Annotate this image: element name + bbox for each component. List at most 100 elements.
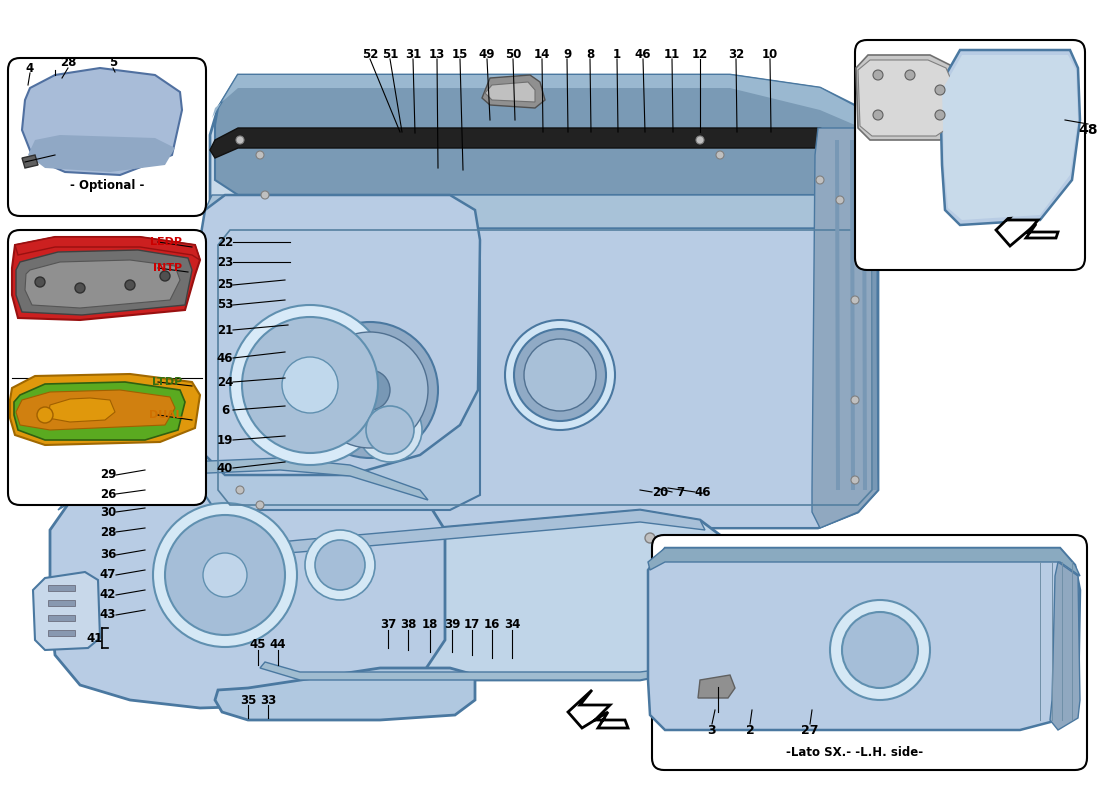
Polygon shape <box>205 195 874 228</box>
Text: - Optional -: - Optional - <box>69 179 144 193</box>
Circle shape <box>851 296 859 304</box>
Text: 4: 4 <box>26 62 34 74</box>
Polygon shape <box>945 85 990 120</box>
Circle shape <box>524 339 596 411</box>
Text: 36: 36 <box>100 549 117 562</box>
Polygon shape <box>568 690 628 728</box>
Text: 3: 3 <box>707 723 716 737</box>
Polygon shape <box>858 60 952 136</box>
Polygon shape <box>648 548 1080 576</box>
Polygon shape <box>214 75 868 195</box>
Polygon shape <box>16 250 192 315</box>
Polygon shape <box>12 237 200 320</box>
Circle shape <box>366 406 414 454</box>
Polygon shape <box>835 140 840 490</box>
Circle shape <box>312 332 428 448</box>
Text: 12: 12 <box>692 49 708 62</box>
Circle shape <box>358 398 422 462</box>
Text: 46: 46 <box>217 351 233 365</box>
Text: 28: 28 <box>100 526 117 538</box>
Text: 20: 20 <box>652 486 668 498</box>
Circle shape <box>160 271 170 281</box>
Polygon shape <box>214 668 475 720</box>
Text: LTDP: LTDP <box>152 377 182 387</box>
Text: 51: 51 <box>382 49 398 62</box>
Text: 28: 28 <box>59 57 76 70</box>
Circle shape <box>873 70 883 80</box>
Circle shape <box>236 136 244 144</box>
Text: 17: 17 <box>464 618 480 631</box>
Polygon shape <box>210 128 862 158</box>
Polygon shape <box>48 630 75 636</box>
Polygon shape <box>250 510 705 555</box>
Text: 13: 13 <box>429 49 446 62</box>
Text: 50: 50 <box>505 49 521 62</box>
Circle shape <box>830 600 930 700</box>
Circle shape <box>230 305 390 465</box>
Circle shape <box>645 533 654 543</box>
Circle shape <box>204 553 248 597</box>
Polygon shape <box>872 140 877 490</box>
Polygon shape <box>482 75 544 108</box>
Circle shape <box>505 320 615 430</box>
Circle shape <box>35 277 45 287</box>
Circle shape <box>302 322 438 458</box>
Polygon shape <box>698 675 735 698</box>
Circle shape <box>236 486 244 494</box>
Text: 44: 44 <box>270 638 286 651</box>
Text: 47: 47 <box>100 569 117 582</box>
Text: 39: 39 <box>443 618 460 631</box>
Text: 43: 43 <box>100 609 117 622</box>
Text: 988: 988 <box>409 399 671 521</box>
Circle shape <box>75 283 85 293</box>
Text: 1: 1 <box>613 49 621 62</box>
Polygon shape <box>942 55 1078 220</box>
Text: 49: 49 <box>478 49 495 62</box>
Text: 2: 2 <box>746 723 755 737</box>
Polygon shape <box>33 572 100 650</box>
Text: 8: 8 <box>586 49 594 62</box>
FancyBboxPatch shape <box>652 535 1087 770</box>
Circle shape <box>716 151 724 159</box>
Polygon shape <box>48 615 75 621</box>
Text: 10: 10 <box>762 49 778 62</box>
Circle shape <box>851 476 859 484</box>
Polygon shape <box>58 458 428 510</box>
Polygon shape <box>812 128 878 528</box>
Polygon shape <box>22 155 38 168</box>
Polygon shape <box>996 207 1058 246</box>
Text: 37: 37 <box>379 618 396 631</box>
Polygon shape <box>862 140 867 490</box>
Text: 38: 38 <box>399 618 416 631</box>
Text: 34: 34 <box>504 618 520 631</box>
Polygon shape <box>22 68 182 175</box>
Circle shape <box>305 530 375 600</box>
Text: 15: 15 <box>452 49 469 62</box>
Text: -Lato SX.- -L.H. side-: -Lato SX.- -L.H. side- <box>786 746 924 758</box>
Text: 46: 46 <box>635 49 651 62</box>
Text: DUAL: DUAL <box>148 410 182 420</box>
Text: 11: 11 <box>664 49 680 62</box>
Text: 53: 53 <box>217 298 233 311</box>
Circle shape <box>37 407 53 423</box>
Text: 14: 14 <box>534 49 550 62</box>
Text: 26: 26 <box>100 487 117 501</box>
Circle shape <box>873 110 883 120</box>
Circle shape <box>256 151 264 159</box>
FancyBboxPatch shape <box>8 58 206 216</box>
Polygon shape <box>16 390 175 430</box>
Text: 21: 21 <box>217 323 233 337</box>
Circle shape <box>261 191 270 199</box>
Circle shape <box>514 329 606 421</box>
Polygon shape <box>48 585 75 591</box>
Polygon shape <box>940 50 1080 225</box>
Circle shape <box>905 70 915 80</box>
Circle shape <box>165 515 285 635</box>
Text: a passion for detail: a passion for detail <box>284 322 676 438</box>
FancyBboxPatch shape <box>855 40 1085 270</box>
Text: 45: 45 <box>250 638 266 651</box>
Polygon shape <box>260 658 710 680</box>
Text: 31: 31 <box>405 49 421 62</box>
Circle shape <box>125 280 135 290</box>
Text: 48: 48 <box>1078 123 1098 137</box>
